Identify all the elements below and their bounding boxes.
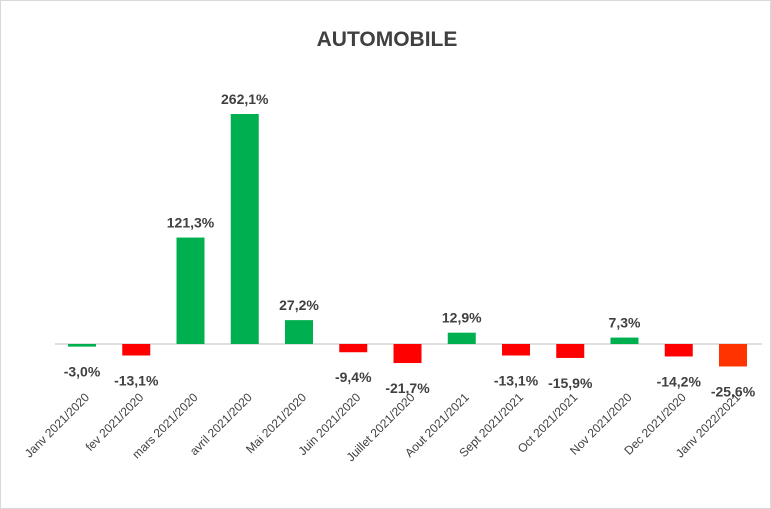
value-label: -15,9%	[548, 375, 593, 391]
bar	[230, 114, 259, 344]
value-label: -9,4%	[335, 369, 372, 385]
bar	[719, 344, 747, 367]
bar	[68, 344, 96, 347]
value-label: 121,3%	[167, 215, 215, 231]
value-label: -13,1%	[494, 372, 539, 388]
bar	[339, 344, 368, 353]
bar	[556, 344, 585, 358]
value-label: 7,3%	[609, 315, 641, 331]
bar	[447, 332, 476, 344]
value-label: 12,9%	[442, 310, 482, 326]
bar	[393, 344, 422, 364]
value-label: -25,6%	[711, 383, 756, 399]
value-label: -3,0%	[64, 364, 101, 380]
value-label: 262,1%	[221, 91, 269, 107]
bar	[610, 337, 639, 344]
bar	[664, 344, 693, 357]
chart-title: AUTOMOBILE	[317, 28, 458, 51]
value-label: -21,7%	[385, 380, 430, 396]
bar	[285, 320, 313, 344]
value-label: -14,2%	[657, 373, 702, 389]
bar	[502, 344, 530, 356]
value-label: 27,2%	[279, 297, 319, 313]
bar	[176, 237, 205, 344]
bar	[122, 344, 151, 356]
value-label: -13,1%	[114, 372, 159, 388]
